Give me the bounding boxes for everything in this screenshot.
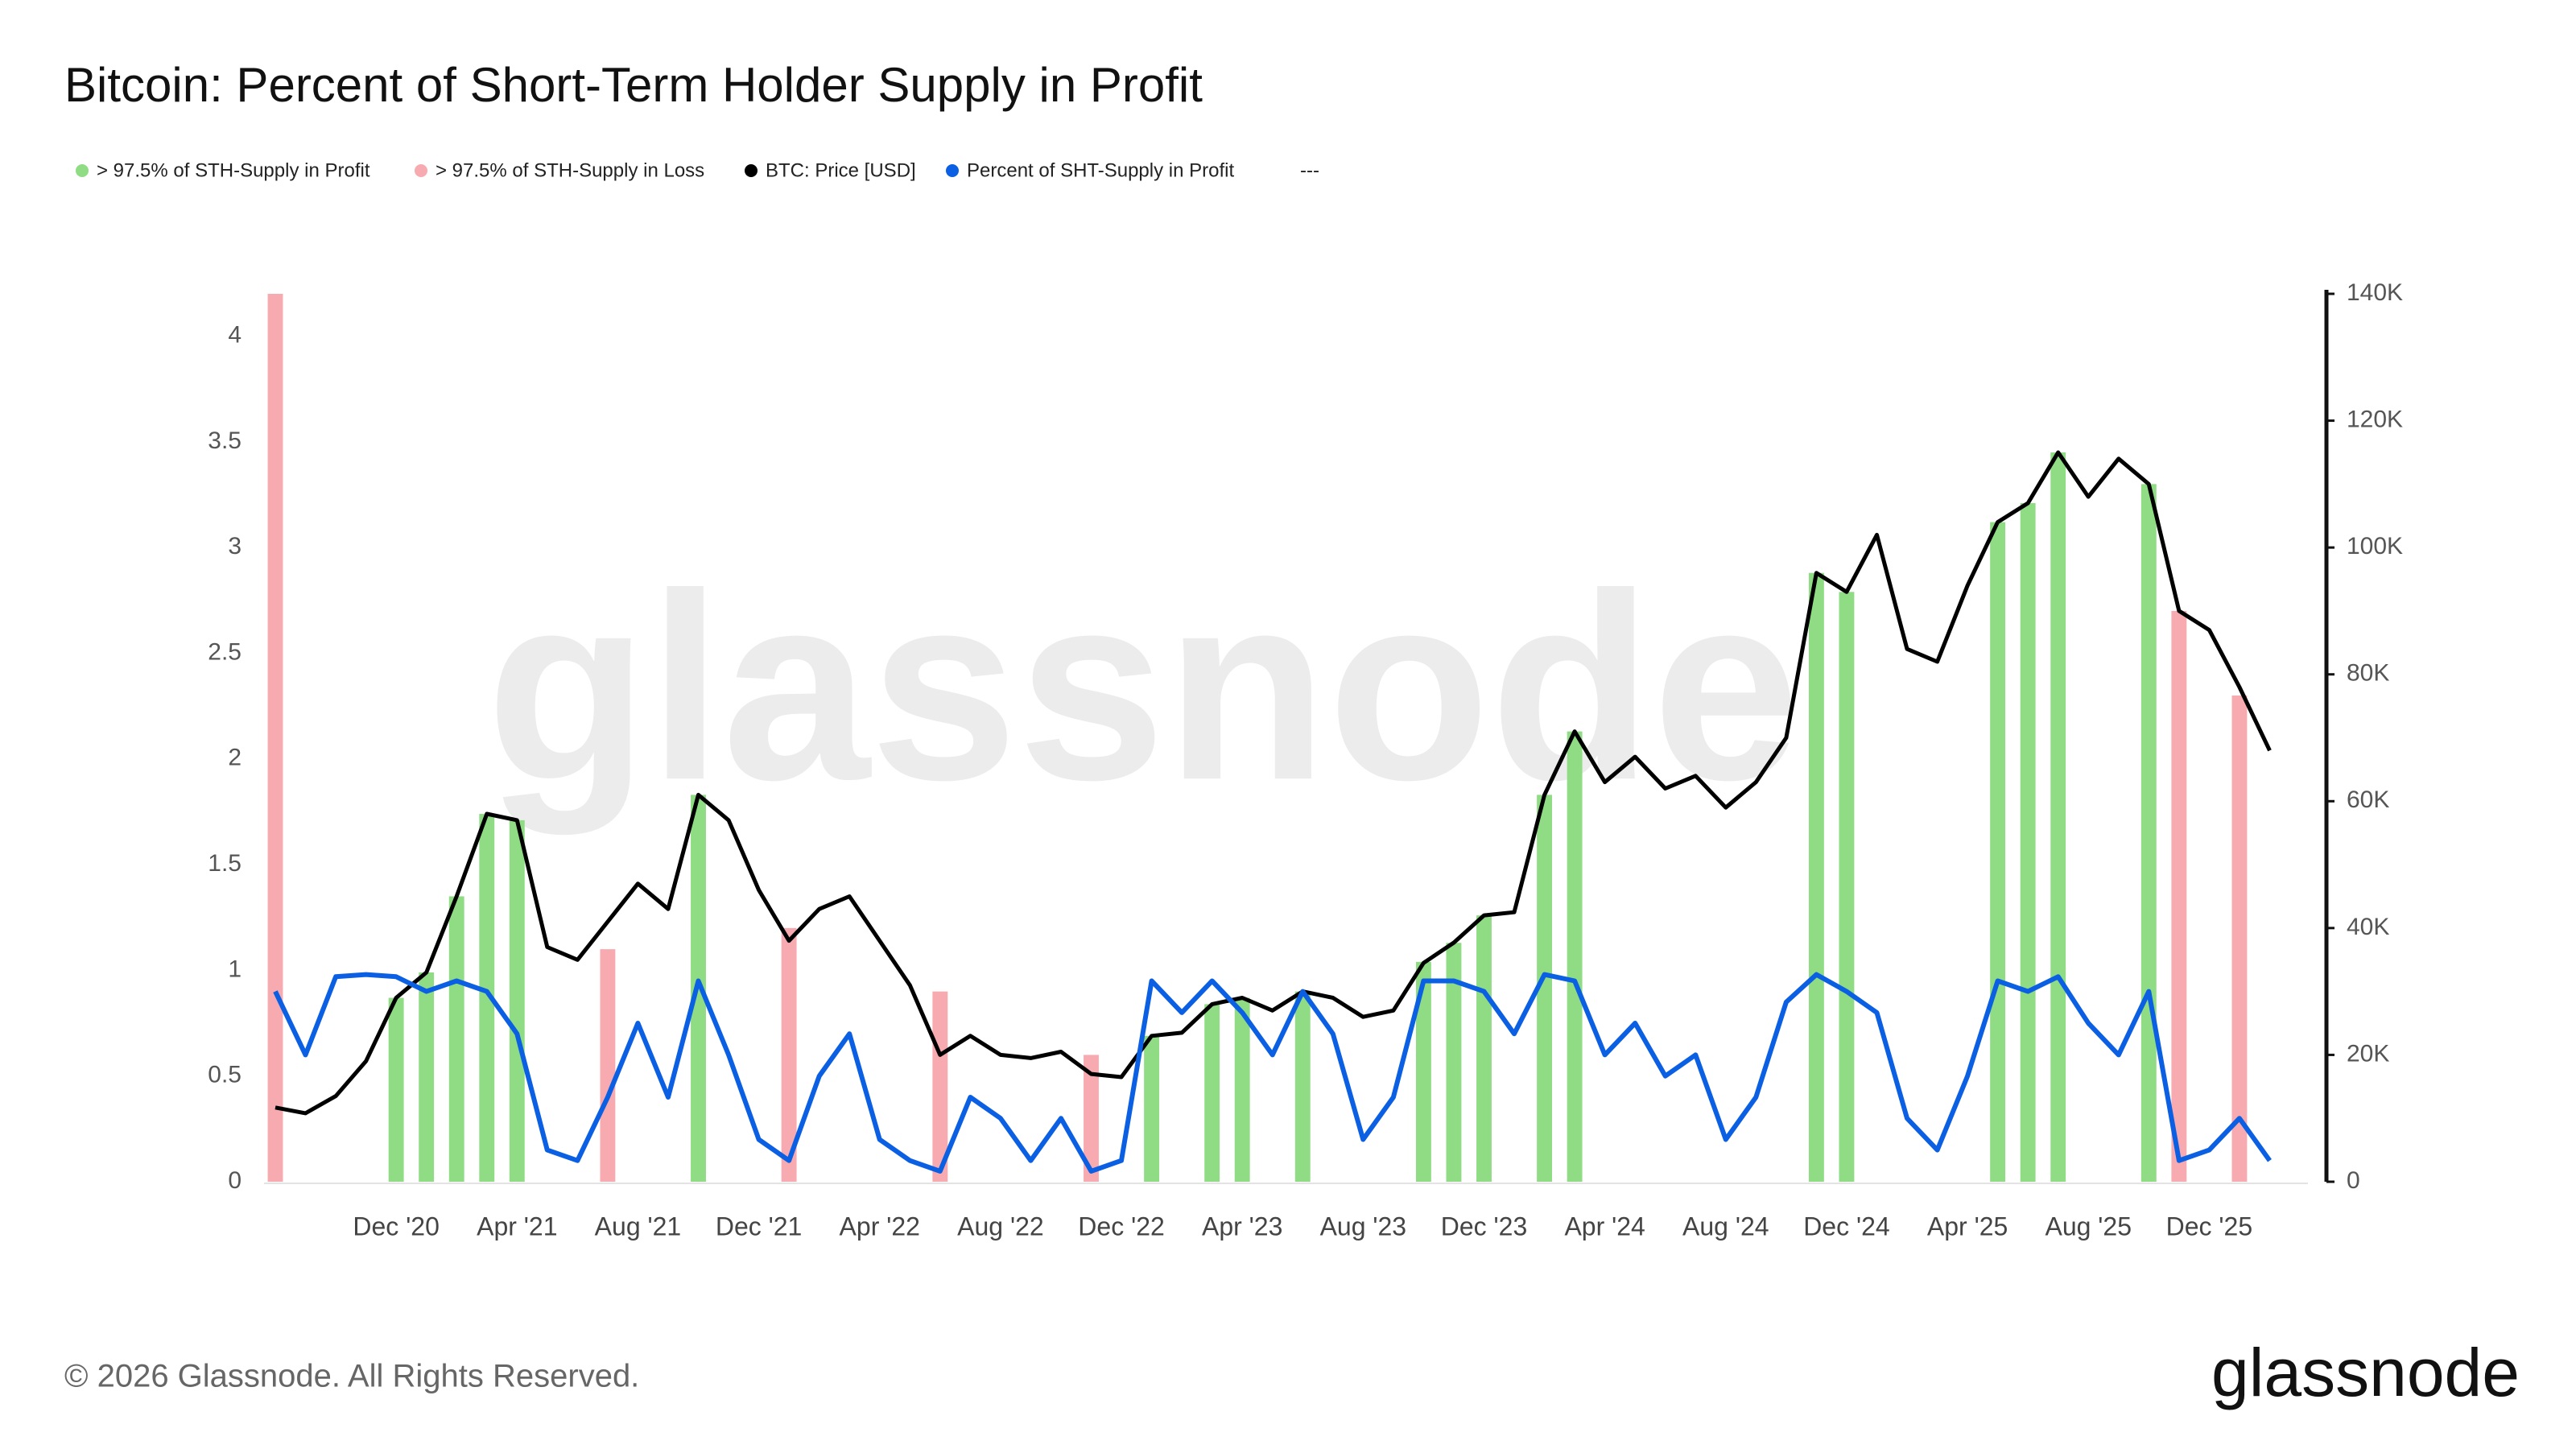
bar xyxy=(1808,572,1824,1182)
x-tick-label: Dec '20 xyxy=(353,1212,440,1241)
bar xyxy=(1839,592,1855,1182)
line xyxy=(273,972,2272,1174)
x-tick-label: Aug '23 xyxy=(1320,1212,1407,1241)
x-tick-label: Aug '22 xyxy=(957,1212,1044,1241)
x-tick-label: Dec '21 xyxy=(716,1212,803,1241)
bar xyxy=(600,949,616,1182)
bar xyxy=(479,814,495,1182)
y2-tick-label: 20K xyxy=(2347,1040,2389,1067)
bar xyxy=(419,972,435,1182)
y-tick-label: 1.5 xyxy=(208,850,242,877)
y-tick-label: 3 xyxy=(228,533,242,559)
bar xyxy=(448,896,464,1182)
x-tick-label: Dec '22 xyxy=(1078,1212,1165,1241)
watermark: glassnode xyxy=(486,538,1800,836)
bar xyxy=(1537,795,1553,1182)
bar xyxy=(2140,484,2157,1182)
y2-tick-label: 140K xyxy=(2347,279,2403,306)
bar xyxy=(1476,915,1492,1182)
bar xyxy=(1294,991,1311,1182)
bar xyxy=(932,991,948,1182)
y2-tick-label: 100K xyxy=(2347,533,2403,559)
bar xyxy=(1144,1035,1160,1182)
x-tick-label: Aug '24 xyxy=(1682,1212,1769,1241)
x-tick-label: Apr '22 xyxy=(840,1212,920,1241)
bar xyxy=(2171,610,2187,1182)
x-tick-label: Dec '24 xyxy=(1803,1212,1890,1241)
chart-title: Bitcoin: Percent of Short-Term Holder Su… xyxy=(64,58,1203,112)
legend-label: > 97.5% of STH-Supply in Loss xyxy=(436,159,704,181)
x-tick-label: Apr '23 xyxy=(1202,1212,1282,1241)
line xyxy=(275,450,2272,1116)
y-tick-label: 0 xyxy=(228,1167,242,1194)
bar xyxy=(1234,997,1250,1182)
bar xyxy=(267,294,283,1182)
bar xyxy=(1446,943,1462,1182)
bar xyxy=(1084,1055,1099,1182)
x-tick-label: Dec '23 xyxy=(1441,1212,1528,1241)
x-tick-label: Apr '24 xyxy=(1564,1212,1645,1241)
legend-marker xyxy=(946,164,959,177)
y2-tick-label: 120K xyxy=(2347,406,2403,432)
bar xyxy=(2020,502,2036,1182)
y2-tick-label: 0 xyxy=(2347,1167,2360,1194)
bar xyxy=(1415,961,1431,1182)
bar xyxy=(1567,731,1583,1182)
y-tick-label: 0.5 xyxy=(208,1062,242,1088)
y2-tick-label: 80K xyxy=(2347,660,2389,687)
y-tick-label: 4 xyxy=(228,321,242,348)
legend-marker xyxy=(745,164,758,177)
x-tick-label: Apr '25 xyxy=(1927,1212,2008,1241)
x-tick-label: Dec '25 xyxy=(2166,1212,2253,1241)
legend-label: BTC: Price [USD] xyxy=(766,159,916,181)
bar xyxy=(1204,1004,1220,1182)
y2-tick-label: 40K xyxy=(2347,914,2389,940)
legend-label: Percent of SHT-Supply in Profit xyxy=(967,159,1234,181)
bar xyxy=(388,997,404,1182)
x-tick-label: Aug '25 xyxy=(2045,1212,2132,1241)
y-tick-label: 2.5 xyxy=(208,638,242,665)
legend-label: > 97.5% of STH-Supply in Profit xyxy=(97,159,370,181)
logo: glassnode xyxy=(2211,1335,2520,1410)
legend-extra: --- xyxy=(1300,159,1319,181)
y2-tick-label: 60K xyxy=(2347,786,2389,813)
x-tick-label: Aug '21 xyxy=(595,1212,682,1241)
footer: © 2026 Glassnode. All Rights Reserved. xyxy=(64,1359,639,1394)
y-tick-label: 1 xyxy=(228,956,242,982)
x-tick-label: Apr '21 xyxy=(477,1212,557,1241)
bar xyxy=(2231,695,2248,1182)
legend-marker xyxy=(415,164,427,177)
bar xyxy=(509,819,525,1182)
bar xyxy=(781,927,797,1182)
bar xyxy=(2050,452,2066,1182)
y-tick-label: 2 xyxy=(228,745,242,771)
y-tick-label: 3.5 xyxy=(208,427,242,454)
legend-marker xyxy=(76,164,89,177)
bar xyxy=(1990,522,2006,1182)
